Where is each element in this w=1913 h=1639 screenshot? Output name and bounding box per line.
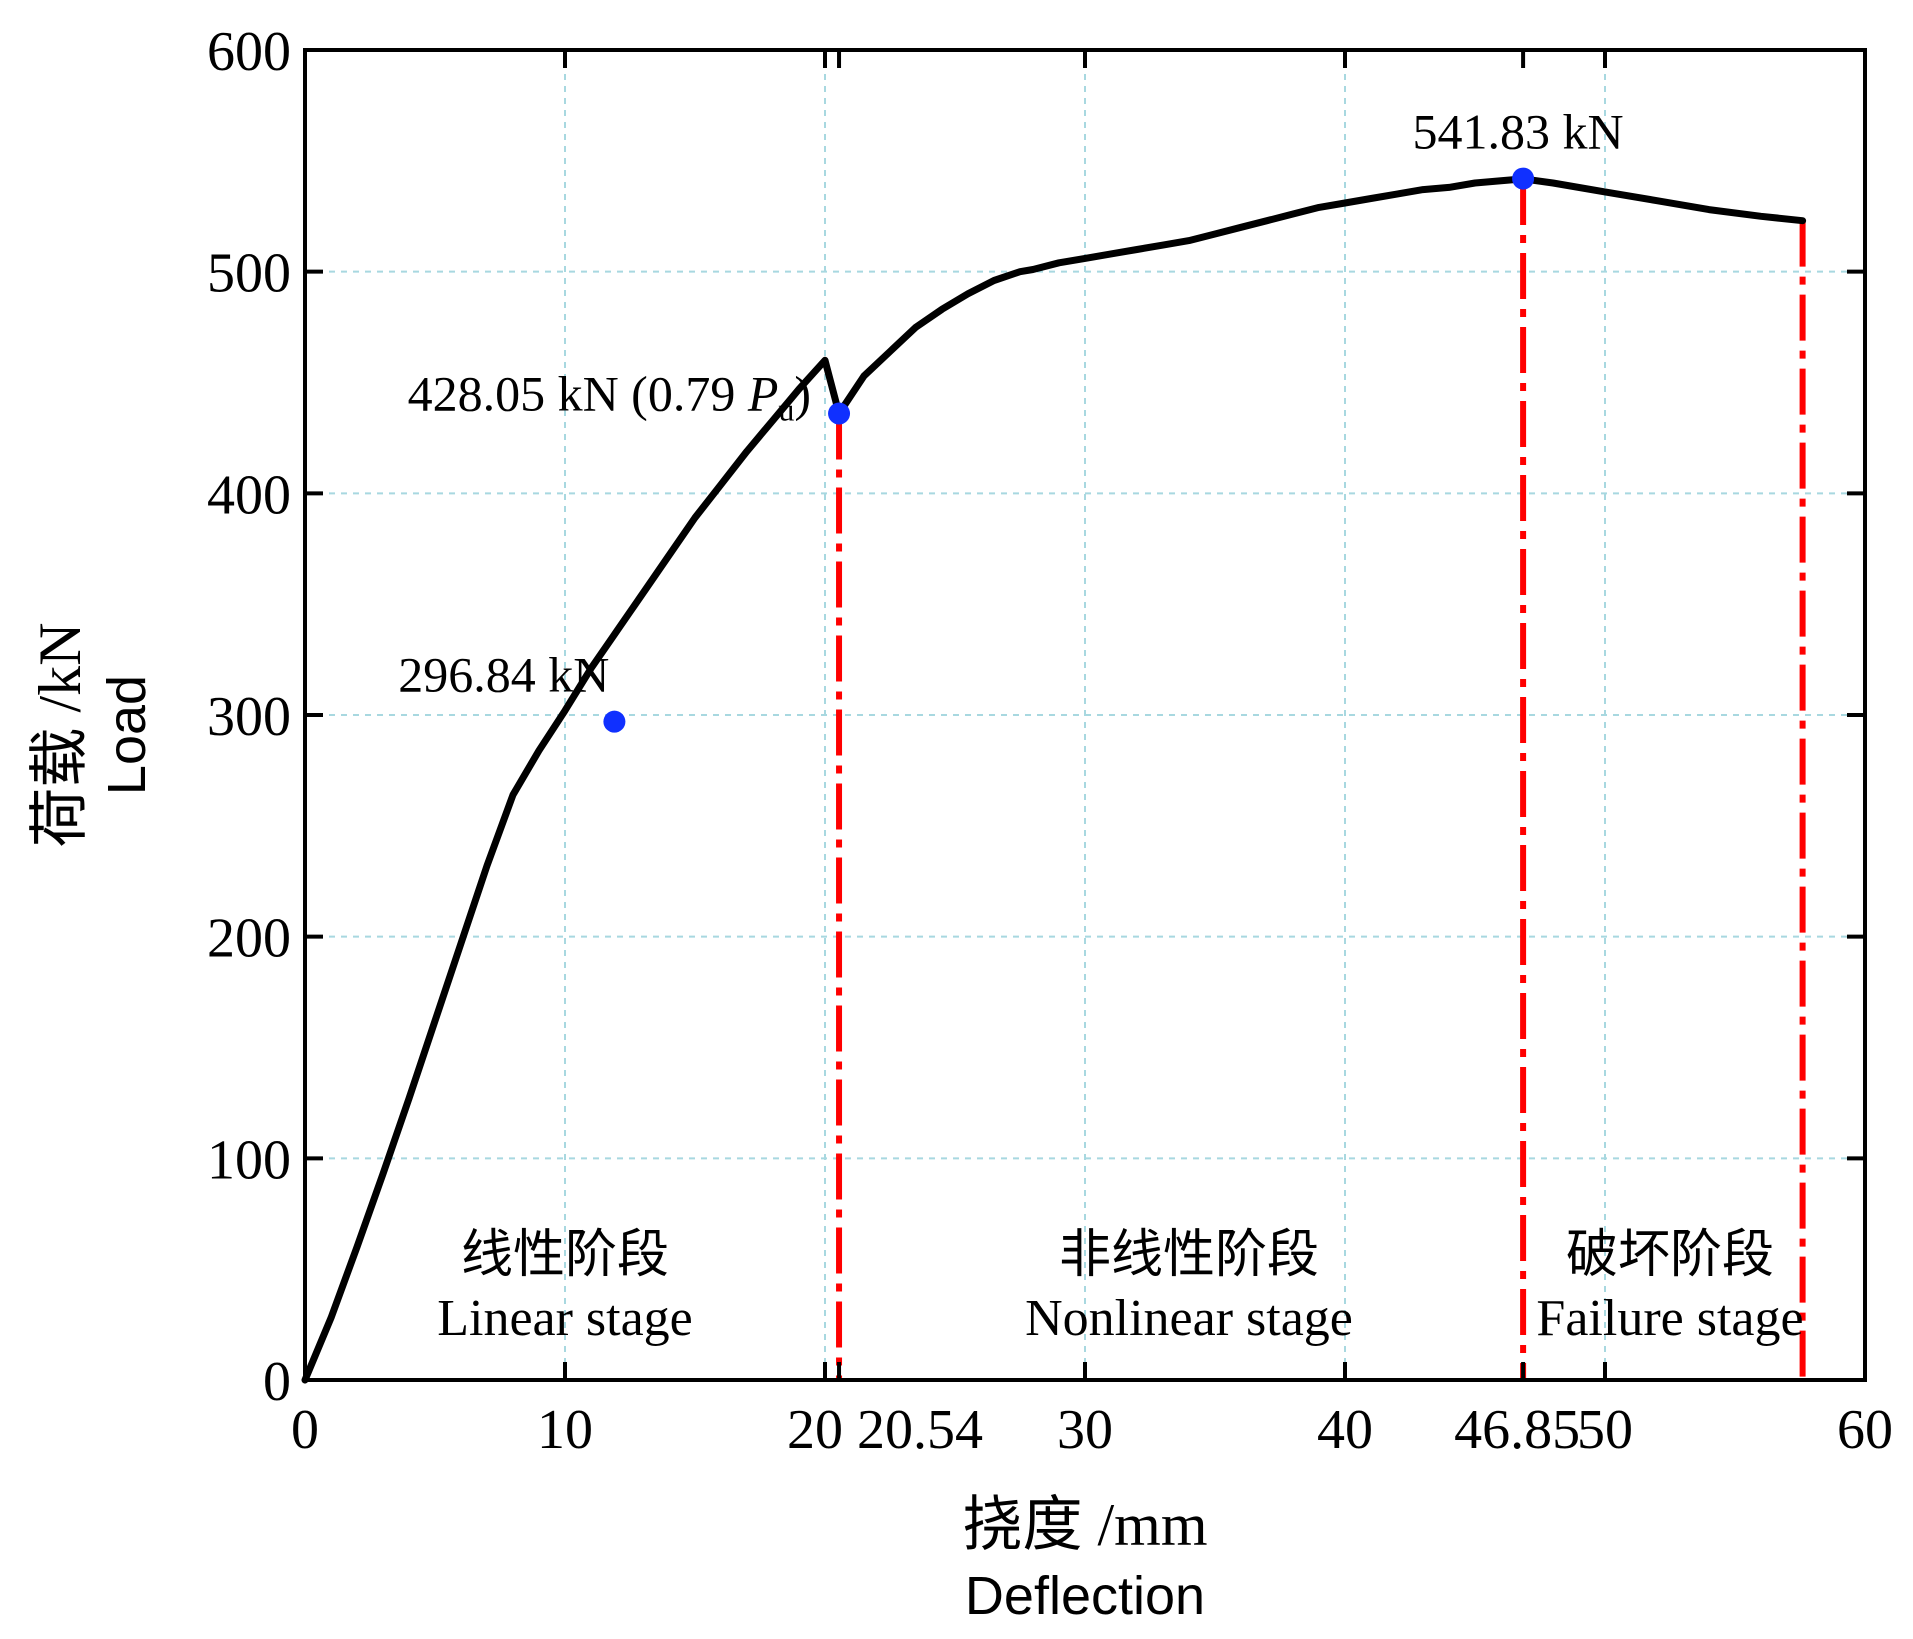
y-tick-label: 0 (263, 1351, 291, 1413)
stage-label-zh: 非线性阶段 (1059, 1227, 1319, 1284)
x-tick-label: 20.54 (857, 1399, 983, 1461)
stage-label-en: Nonlinear stage (1025, 1290, 1353, 1347)
x-axis-title-en: Deflection (965, 1566, 1205, 1626)
x-tick-label: 20 (787, 1399, 843, 1461)
y-tick-label: 500 (207, 243, 291, 305)
y-tick-label: 300 (207, 686, 291, 748)
x-tick-label: 30 (1057, 1399, 1113, 1461)
y-tick-label: 200 (207, 908, 291, 970)
key-points: 296.84 kN 428.05 kN (0.79 Pu) 541.83 kN (398, 104, 1624, 733)
x-tick-label: 46.85 (1454, 1399, 1580, 1461)
y-axis-title-en: Load (97, 675, 157, 795)
stage-label-en: Failure stage (1536, 1290, 1803, 1347)
key-point-marker (1512, 167, 1535, 190)
y-tick-label: 100 (207, 1129, 291, 1191)
stage-label-en: Linear stage (437, 1290, 693, 1347)
key-point-marker (828, 402, 851, 425)
key-point-label: 541.83 kN (1413, 104, 1624, 160)
y-tick-labels: 0 100 200 300 400 500 600 (207, 21, 291, 1413)
load-deflection-curve (301, 175, 1807, 1384)
y-axis-title-zh: 荷载 /kN (27, 623, 93, 848)
key-point-label: 428.05 kN (0.79 Pu) (408, 366, 811, 428)
stage-label-zh: 破坏阶段 (1566, 1227, 1774, 1284)
stage-labels: 线性阶段 Linear stage 非线性阶段 Nonlinear stage 破坏阶段… (437, 1227, 1803, 1347)
stage-dividers (836, 178, 1806, 1380)
grid (305, 50, 1865, 1380)
x-tick-label: 40 (1317, 1399, 1373, 1461)
x-tick-label: 50 (1577, 1399, 1633, 1461)
stage-label-zh: 线性阶段 (461, 1227, 669, 1284)
key-point-label: 296.84 kN (398, 647, 609, 703)
x-axis-title-zh: 挠度 /mm (962, 1492, 1207, 1558)
y-tick-label: 400 (207, 464, 291, 526)
x-tick-label: 10 (537, 1399, 593, 1461)
x-tick-label: 0 (291, 1399, 319, 1461)
key-point-marker (603, 710, 626, 733)
axis-ticks (303, 48, 1867, 1382)
x-tick-label: 60 (1837, 1399, 1893, 1461)
y-tick-label: 600 (207, 21, 291, 83)
